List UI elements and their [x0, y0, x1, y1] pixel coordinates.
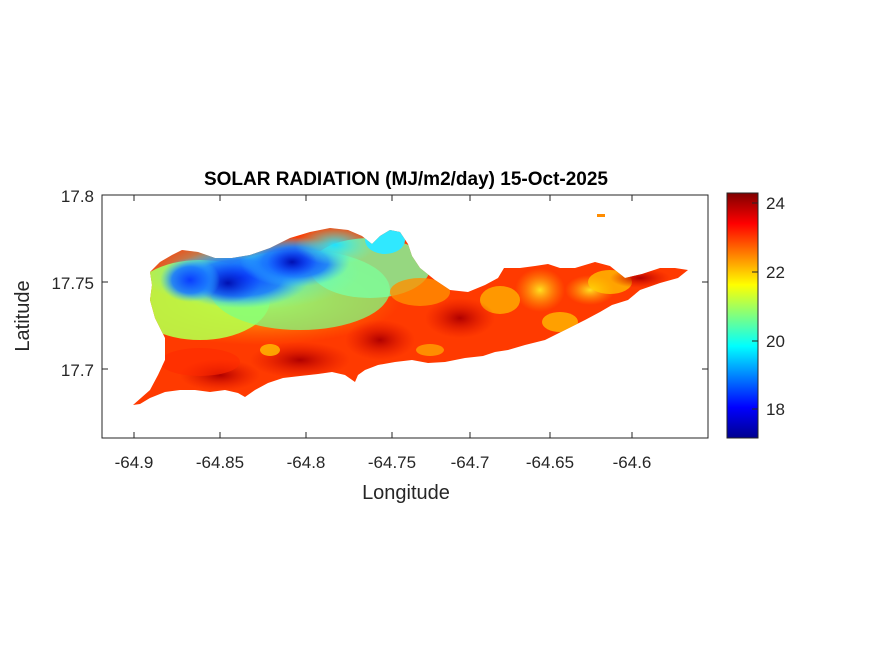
map-plot-area: -64.9 -64.85 -64.8 -64.75 -64.7 -64.65 -…	[12, 187, 709, 504]
x-tick-label: -64.85	[196, 453, 244, 472]
x-tick-label: -64.6	[613, 453, 652, 472]
colorbar-tick-label: 24	[766, 194, 785, 213]
x-tick-label: -64.9	[115, 453, 154, 472]
y-tick-label: 17.75	[51, 274, 94, 293]
x-axis-ticks	[133, 195, 633, 438]
y-axis-ticks	[102, 194, 708, 370]
x-tick-label: -64.7	[451, 453, 490, 472]
x-tick-label: -64.75	[368, 453, 416, 472]
axes-box	[101, 194, 709, 439]
x-tick-label: -64.65	[526, 453, 574, 472]
y-axis-tick-labels: 17.8 17.75 17.7	[51, 187, 94, 380]
islet-marker	[597, 214, 605, 217]
colorbar-tick-label: 18	[766, 400, 785, 419]
colorbar: 24 22 20 18	[726, 192, 785, 439]
chart-title: SOLAR RADIATION (MJ/m2/day) 15-Oct-2025	[204, 169, 608, 190]
y-tick-label: 17.8	[61, 187, 94, 206]
x-axis-tick-labels: -64.9 -64.85 -64.8 -64.75 -64.7 -64.65 -…	[115, 453, 652, 472]
y-axis-label: Latitude	[12, 280, 34, 351]
colorbar-gradient	[726, 192, 759, 439]
colorbar-tick-label: 20	[766, 332, 785, 351]
x-axis-label: Longitude	[362, 482, 450, 504]
x-tick-label: -64.8	[287, 453, 326, 472]
y-tick-label: 17.7	[61, 361, 94, 380]
colorbar-tick-label: 22	[766, 263, 785, 282]
